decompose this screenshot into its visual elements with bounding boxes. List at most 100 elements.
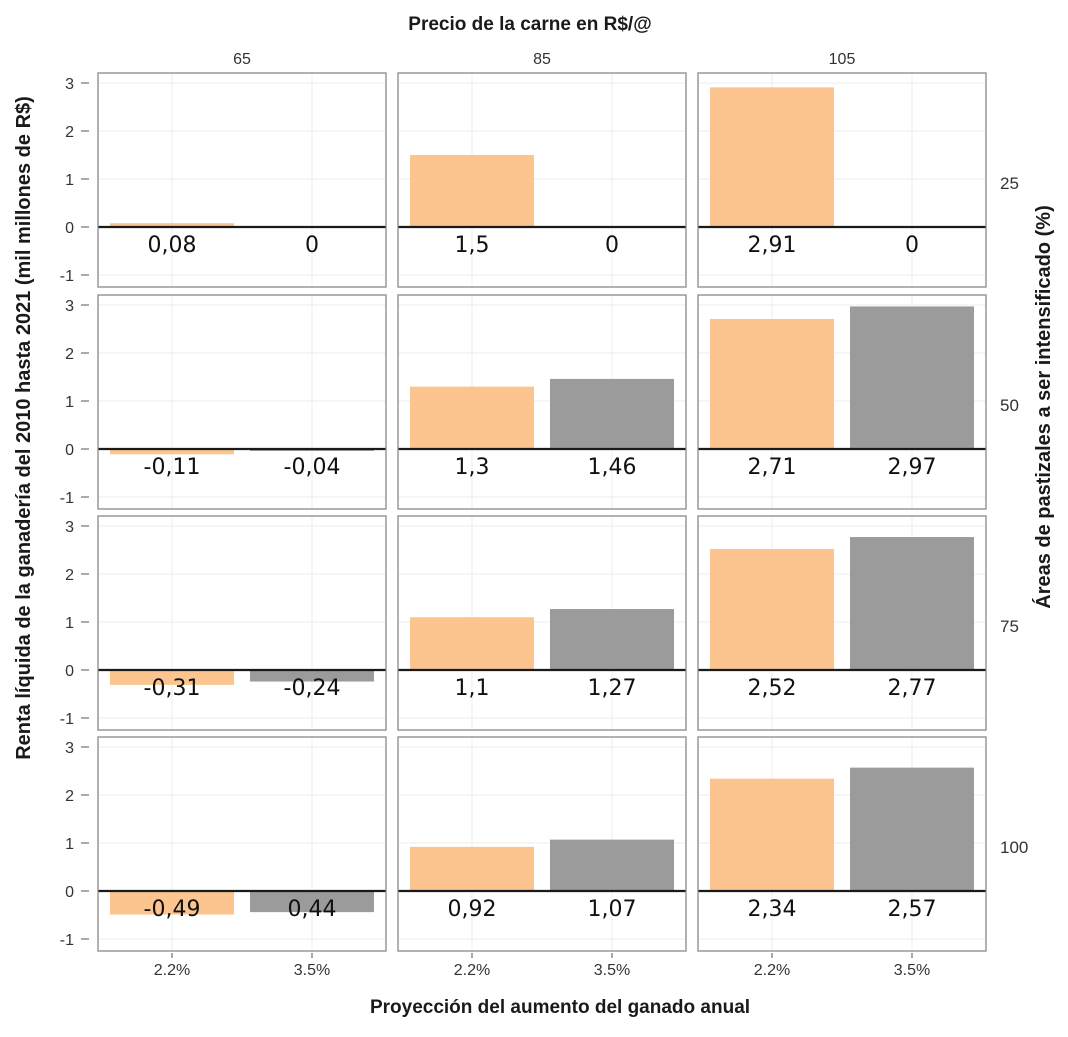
x-tick-label: 3.5%	[294, 962, 330, 979]
y-tick-label: -1	[60, 932, 74, 949]
y-tick-label: 3	[65, 740, 74, 757]
panel-border	[397, 294, 687, 510]
panel-105-100: 2,34 2,57	[697, 736, 987, 952]
right-axis-title: Áreas de pastizales a ser intensificado …	[1032, 205, 1055, 609]
panel-65-25: 0,08 0	[97, 72, 387, 288]
bar-3.5%	[850, 537, 974, 670]
y-tick-label: 3	[65, 519, 74, 536]
bar-2.2%	[710, 778, 834, 891]
panel-105-50: 2,71 2,97	[697, 294, 987, 510]
y-tick-label: 2	[65, 788, 74, 805]
x-tick-label: 2.2%	[454, 962, 490, 979]
col-facet-label-105: 105	[829, 51, 856, 68]
bar-2.2%	[710, 549, 834, 670]
y-tick-label: 1	[65, 836, 74, 853]
panel-border	[97, 515, 387, 731]
data-label: -0,49	[144, 897, 201, 922]
panel-border	[397, 515, 687, 731]
panel-border	[697, 72, 987, 288]
col-facet-label-85: 85	[533, 51, 551, 68]
y-tick-label: 0	[65, 442, 74, 459]
y-tick-label: 2	[65, 124, 74, 141]
data-label: 2,97	[888, 455, 937, 480]
bar-2.2%	[110, 449, 234, 455]
panel-105-25: 2,91 0	[697, 72, 987, 288]
y-tick-label: -1	[60, 268, 74, 285]
bar-2.2%	[710, 87, 834, 227]
data-label: 0,92	[448, 897, 497, 922]
y-tick-label: 1	[65, 615, 74, 632]
data-label: 1,3	[455, 455, 490, 480]
panel-65-75: -0,31 -0,24	[97, 515, 387, 731]
data-label: -0,04	[284, 455, 341, 480]
data-label: 2,71	[748, 455, 797, 480]
panel-border	[97, 72, 387, 288]
panel-105-75: 2,52 2,77	[697, 515, 987, 731]
x-tick-label: 2.2%	[154, 962, 190, 979]
data-label: 2,57	[888, 897, 937, 922]
data-label: -0,24	[284, 676, 341, 701]
col-facet-label-65: 65	[233, 51, 251, 68]
bar-2.2%	[410, 155, 534, 227]
data-label: -0,11	[144, 455, 201, 480]
data-label: -0,31	[144, 676, 201, 701]
panel-65-50: -0,11 -0,04	[97, 294, 387, 510]
panel-85-25: 1,5 0	[397, 72, 687, 288]
data-label: 0	[605, 233, 619, 258]
data-label: 1,1	[455, 676, 490, 701]
y-tick-label: 1	[65, 172, 74, 189]
panel-65-100: -0,49 0,44	[97, 736, 387, 952]
y-tick-label: 0	[65, 663, 74, 680]
x-tick-label: 3.5%	[594, 962, 630, 979]
panel-border	[97, 294, 387, 510]
data-label: 0	[305, 233, 319, 258]
y-tick-label: 1	[65, 394, 74, 411]
data-label: 2,52	[748, 676, 797, 701]
panel-85-75: 1,1 1,27	[397, 515, 687, 731]
bar-2.2%	[410, 617, 534, 670]
bar-3.5%	[550, 378, 674, 449]
y-tick-label: 3	[65, 298, 74, 315]
panel-85-50: 1,3 1,46	[397, 294, 687, 510]
chart-title: Precio de la carne en R$/@	[408, 14, 651, 35]
panel-85-100: 0,92 1,07	[397, 736, 687, 952]
bar-3.5%	[550, 609, 674, 670]
bar-3.5%	[250, 670, 374, 682]
data-label: 1,27	[588, 676, 637, 701]
panel-grid: 65 85 105 25 50 75 100 3 2 1 0 -1 3 2 1 0 -1 3 2 1 0 -1 3 2 1 0 -1…	[60, 51, 1029, 979]
bar-3.5%	[850, 767, 974, 891]
x-tick-label: 2.2%	[754, 962, 790, 979]
bar-2.2%	[110, 223, 234, 227]
data-label: 1,46	[588, 455, 637, 480]
bar-2.2%	[110, 891, 234, 915]
y-tick-label: -1	[60, 711, 74, 728]
bar-2.2%	[110, 670, 234, 685]
row-facet-label-100: 100	[1000, 838, 1028, 857]
row-facet-label-25: 25	[1000, 174, 1019, 193]
y-tick-label: 3	[65, 76, 74, 93]
data-label: 0,08	[148, 233, 197, 258]
panel-border	[697, 515, 987, 731]
bar-3.5%	[550, 839, 674, 891]
panel-border	[697, 294, 987, 510]
y-tick-label: 0	[65, 884, 74, 901]
panel-border	[97, 736, 387, 952]
bar-3.5%	[250, 891, 374, 913]
y-tick-label: 0	[65, 220, 74, 237]
data-label: 1,5	[455, 233, 490, 258]
x-tick-label: 3.5%	[894, 962, 930, 979]
data-label: 0	[905, 233, 919, 258]
y-tick-label: 2	[65, 567, 74, 584]
panel-border	[397, 736, 687, 952]
y-tick-label: -1	[60, 490, 74, 507]
y-axis-title: Renta líquida de la ganadería del 2010 h…	[13, 96, 35, 760]
data-label: 1,07	[588, 897, 637, 922]
y-tick-label: 2	[65, 346, 74, 363]
panel-border	[397, 72, 687, 288]
data-label: 2,91	[748, 233, 797, 258]
data-label: 0,44	[288, 897, 337, 922]
bar-2.2%	[410, 386, 534, 449]
x-axis-title: Proyección del aumento del ganado anual	[370, 997, 750, 1018]
bar-3.5%	[850, 306, 974, 449]
